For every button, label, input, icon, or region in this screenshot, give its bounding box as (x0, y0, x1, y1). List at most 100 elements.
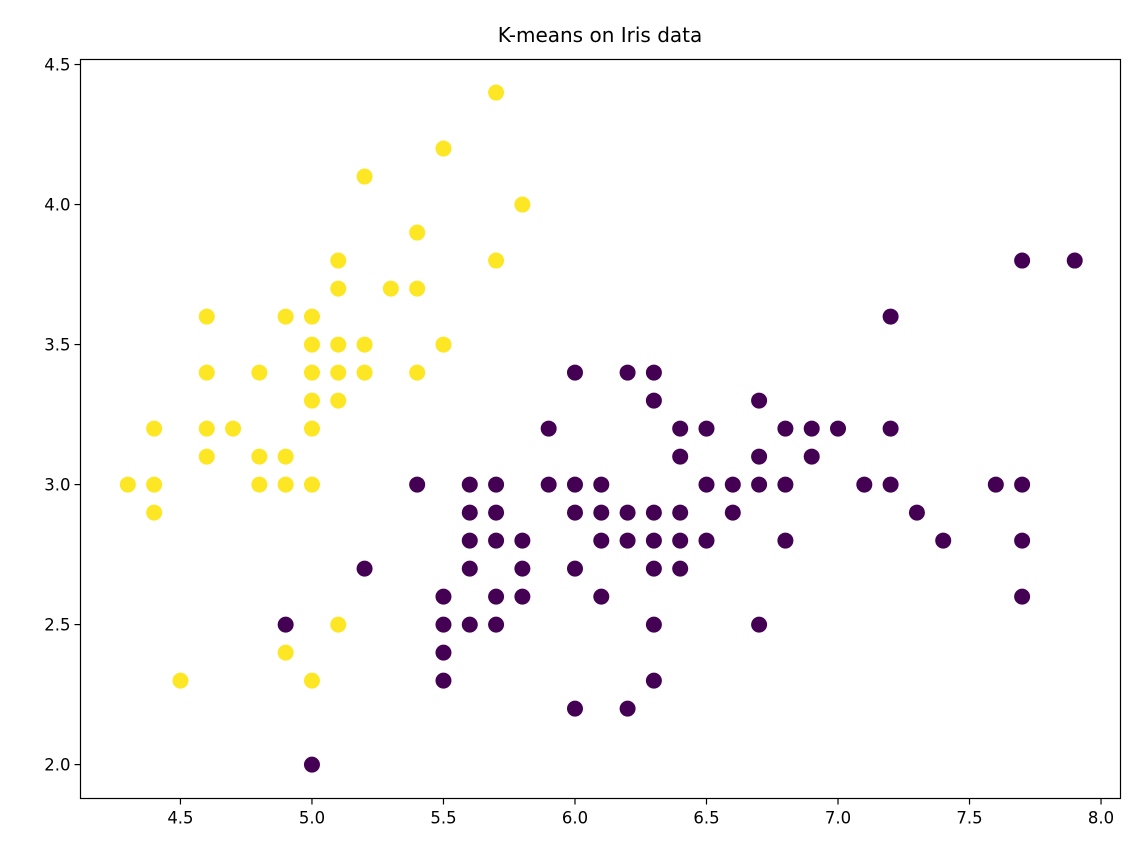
data-point (566, 364, 583, 381)
data-point (303, 308, 320, 325)
data-point (514, 560, 531, 577)
data-point (488, 252, 505, 269)
data-point (172, 672, 189, 689)
data-point (566, 560, 583, 577)
data-point (303, 756, 320, 773)
data-point (645, 560, 662, 577)
y-tick-label: 4.5 (44, 56, 70, 75)
data-point (566, 700, 583, 717)
data-point (146, 504, 163, 521)
data-point (303, 476, 320, 493)
data-point (514, 532, 531, 549)
data-point (435, 616, 452, 633)
data-point (987, 476, 1004, 493)
data-point (935, 532, 952, 549)
y-tick-label: 2.5 (44, 616, 70, 635)
data-point (277, 476, 294, 493)
data-point (461, 560, 478, 577)
x-tick-label: 8.0 (1088, 809, 1114, 828)
data-point (198, 308, 215, 325)
data-point (751, 616, 768, 633)
data-point (356, 560, 373, 577)
data-point (277, 448, 294, 465)
data-point (461, 532, 478, 549)
data-point (1066, 252, 1083, 269)
data-point (198, 420, 215, 437)
x-tick-label: 6.0 (562, 809, 588, 828)
data-point (698, 532, 715, 549)
data-point (803, 420, 820, 437)
data-point (488, 84, 505, 101)
data-point (830, 420, 847, 437)
data-point (409, 476, 426, 493)
data-point (330, 280, 347, 297)
data-point (435, 140, 452, 157)
data-point (461, 476, 478, 493)
data-point (882, 308, 899, 325)
chart-title: K-means on Iris data (498, 23, 703, 47)
x-tick-label: 6.5 (693, 809, 719, 828)
data-point (1014, 588, 1031, 605)
data-point (1014, 476, 1031, 493)
data-point (146, 476, 163, 493)
data-point (751, 448, 768, 465)
data-point (1014, 252, 1031, 269)
data-point (409, 224, 426, 241)
data-point (435, 644, 452, 661)
data-point (908, 504, 925, 521)
data-point (225, 420, 242, 437)
data-point (698, 420, 715, 437)
data-point (514, 196, 531, 213)
data-point (724, 476, 741, 493)
data-point (303, 364, 320, 381)
x-axis: 4.5 5.0 5.5 6.0 6.5 7.0 7.5 8.0 (167, 798, 1114, 828)
data-point (251, 448, 268, 465)
data-point (488, 504, 505, 521)
data-point (330, 392, 347, 409)
data-point (619, 504, 636, 521)
data-point (488, 616, 505, 633)
data-point (593, 588, 610, 605)
data-point (751, 392, 768, 409)
data-point (356, 364, 373, 381)
data-point (461, 616, 478, 633)
data-point (356, 336, 373, 353)
data-point (724, 504, 741, 521)
data-point (540, 420, 557, 437)
data-point (645, 616, 662, 633)
data-point (198, 364, 215, 381)
data-point (277, 308, 294, 325)
data-point (856, 476, 873, 493)
data-point (514, 588, 531, 605)
y-axis: 2.0 2.5 3.0 3.5 4.0 4.5 (44, 56, 81, 775)
data-point (435, 588, 452, 605)
data-point (540, 476, 557, 493)
data-point (488, 532, 505, 549)
data-point (672, 532, 689, 549)
data-point (566, 476, 583, 493)
data-point (277, 644, 294, 661)
data-point (593, 504, 610, 521)
data-point (777, 476, 794, 493)
data-point (645, 532, 662, 549)
y-tick-label: 2.0 (44, 756, 70, 775)
data-point (645, 504, 662, 521)
plot-frame (79, 58, 1122, 800)
data-point (330, 252, 347, 269)
data-point (330, 364, 347, 381)
data-point (619, 532, 636, 549)
data-point (619, 364, 636, 381)
data-point (461, 504, 478, 521)
data-point (435, 336, 452, 353)
data-point (277, 616, 294, 633)
data-point (1014, 532, 1031, 549)
data-point (488, 476, 505, 493)
data-point (777, 532, 794, 549)
data-point (382, 280, 399, 297)
data-point (777, 420, 794, 437)
data-point (198, 448, 215, 465)
data-point (593, 476, 610, 493)
data-point (882, 476, 899, 493)
data-point (488, 588, 505, 605)
